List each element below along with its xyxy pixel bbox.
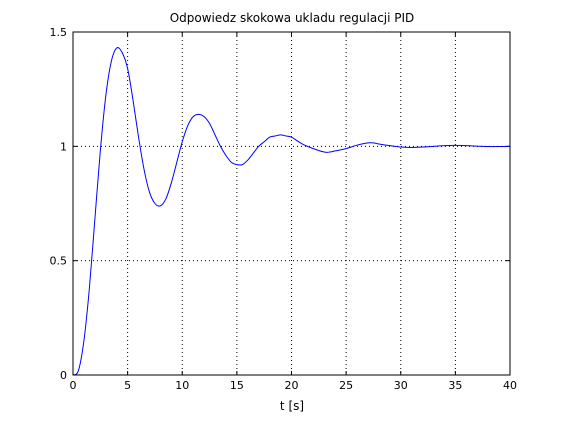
y-tick-label: 1	[60, 140, 67, 153]
y-tick-label: 1.5	[50, 26, 68, 39]
x-tick-label: 20	[285, 379, 299, 392]
x-tick-label: 15	[230, 379, 244, 392]
x-tick-label: 40	[503, 379, 517, 392]
x-tick-label: 30	[394, 379, 408, 392]
step-response-line	[72, 47, 511, 376]
x-tick-label: 25	[339, 379, 353, 392]
grid-lines	[73, 32, 510, 375]
y-tick-labels: 0 0.5 1 1.5	[50, 26, 68, 382]
data-series	[72, 47, 511, 376]
y-tick-label: 0	[60, 369, 67, 382]
chart-title: Odpowiedz skokowa ukladu regulacji PID	[170, 11, 415, 25]
x-tick-label: 10	[175, 379, 189, 392]
plot-area-frame	[72, 31, 511, 376]
x-tick-labels: 0 5 10 15 20 25 30 35 40	[70, 379, 518, 392]
x-axis-label: t [s]	[280, 399, 304, 413]
x-tick-label: 35	[448, 379, 462, 392]
x-tick-label: 5	[124, 379, 131, 392]
y-tick-label: 0.5	[50, 255, 68, 268]
x-tick-label: 0	[70, 379, 77, 392]
tick-marks	[72, 31, 511, 376]
